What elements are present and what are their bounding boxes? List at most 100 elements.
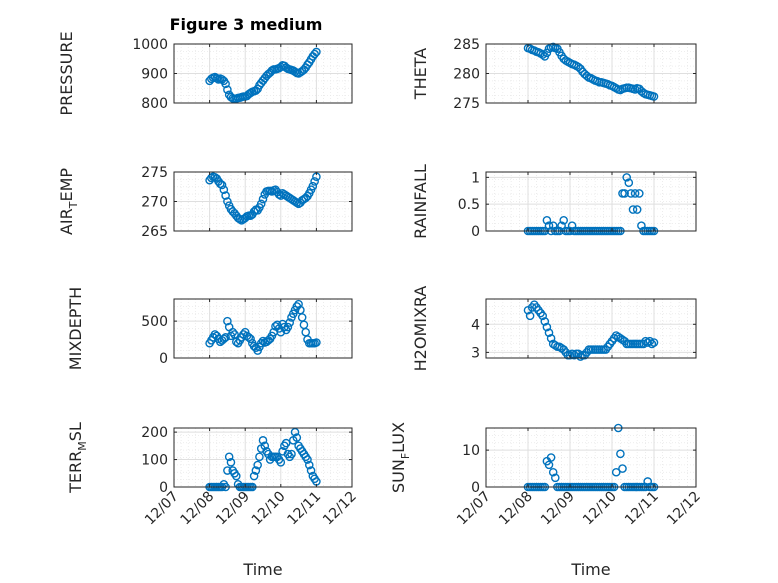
data-point — [551, 473, 560, 483]
data-point — [542, 48, 552, 58]
y-axis-label: RAINFALL — [411, 164, 430, 239]
data-point — [616, 449, 625, 459]
data-point — [632, 205, 642, 214]
y-tick-label: 10 — [462, 443, 480, 459]
data-point — [228, 327, 238, 337]
data-point — [620, 189, 629, 198]
data-point — [258, 194, 268, 204]
data-point — [542, 215, 552, 225]
data-point — [221, 191, 230, 200]
data-point — [287, 449, 296, 459]
data-point — [251, 466, 261, 475]
data-point — [618, 464, 627, 473]
data-point — [622, 173, 632, 182]
y-axis-label: AIRTEMP — [57, 168, 80, 235]
data-point — [207, 173, 216, 183]
y-axis-label: THETA — [411, 48, 430, 100]
y-tick-label: 200 — [141, 425, 168, 441]
data-point — [538, 50, 548, 59]
data-point — [559, 215, 569, 225]
data-point — [544, 221, 554, 230]
data-point — [546, 453, 556, 462]
data-point — [548, 467, 558, 477]
data-point — [281, 438, 291, 448]
y-tick-label: 0.5 — [458, 197, 480, 213]
y-tick-label: 270 — [141, 195, 168, 211]
data-point — [285, 318, 295, 327]
data-point — [303, 455, 312, 464]
y-axis-label: TERRMSL — [66, 422, 89, 494]
subplot-mixdepth: 0 500 MIXDEPTH — [66, 287, 353, 370]
data-point — [306, 466, 316, 475]
axes-box — [485, 171, 697, 232]
data-point — [576, 352, 585, 361]
data-point — [276, 458, 286, 467]
data-point — [643, 477, 653, 486]
subplot-h2omixra: 3 4 H2OMIXRA — [411, 286, 697, 372]
y-tick-label: 800 — [141, 96, 168, 112]
data-point — [582, 71, 592, 81]
data-point — [219, 185, 229, 194]
data-point — [544, 328, 554, 338]
axes-box — [173, 298, 353, 359]
data-point — [630, 189, 640, 198]
axes-box — [485, 427, 697, 488]
data-point — [637, 221, 646, 230]
y-tick-label: 3 — [471, 345, 480, 361]
data-point — [219, 334, 229, 344]
data-point — [249, 207, 259, 216]
data-point — [567, 221, 577, 230]
data-point — [292, 198, 302, 207]
data-point — [256, 338, 266, 348]
y-tick-label: 1000 — [132, 37, 168, 53]
data-point — [253, 460, 262, 470]
data-point — [635, 189, 644, 198]
data-point — [312, 47, 321, 57]
data-point — [255, 452, 264, 462]
data-point — [557, 221, 566, 230]
data-point — [221, 79, 230, 89]
data-point — [223, 466, 232, 475]
y-tick-label: 280 — [453, 67, 480, 83]
data-point — [312, 338, 321, 347]
data-point — [223, 316, 232, 326]
data-point — [542, 322, 552, 332]
data-point — [223, 197, 232, 206]
data-point — [260, 441, 270, 451]
data-point — [292, 433, 302, 442]
data-point — [624, 178, 634, 188]
data-point — [235, 214, 245, 224]
data-point — [217, 180, 227, 190]
data-point — [258, 436, 268, 445]
data-point — [249, 471, 259, 481]
data-point — [540, 317, 550, 326]
data-point — [256, 199, 266, 209]
y-tick-label: 0 — [471, 480, 480, 496]
y-tick-label: 500 — [141, 314, 168, 330]
y-axis-label: PRESSURE — [57, 31, 76, 115]
data-point — [223, 85, 232, 95]
x-axis-label: Time — [570, 560, 610, 579]
data-point — [647, 339, 657, 349]
data-point — [649, 338, 659, 347]
x-axis-label: Time — [242, 560, 282, 579]
y-axis-label: H2OMIXRA — [411, 286, 430, 372]
y-tick-label: 0 — [159, 480, 168, 496]
subplot-pressure: 800 900 1000 PRESSURE — [57, 31, 353, 116]
y-tick-label: 1 — [471, 170, 480, 186]
data-point — [246, 334, 255, 344]
y-tick-label: 4 — [471, 317, 480, 333]
y-axis-label: SUNFLUX — [389, 422, 412, 493]
y-tick-label: 275 — [141, 165, 168, 181]
data-point — [548, 221, 558, 230]
data-point — [544, 460, 554, 470]
subplot-rainfall: 0 0.5 1 RAINFALL — [411, 164, 697, 240]
y-tick-label: 285 — [453, 37, 480, 53]
data-point — [628, 205, 638, 214]
axes-box — [173, 427, 353, 488]
data-point — [226, 458, 236, 467]
y-tick-label: 275 — [453, 96, 480, 112]
y-tick-label: 0 — [471, 224, 480, 240]
